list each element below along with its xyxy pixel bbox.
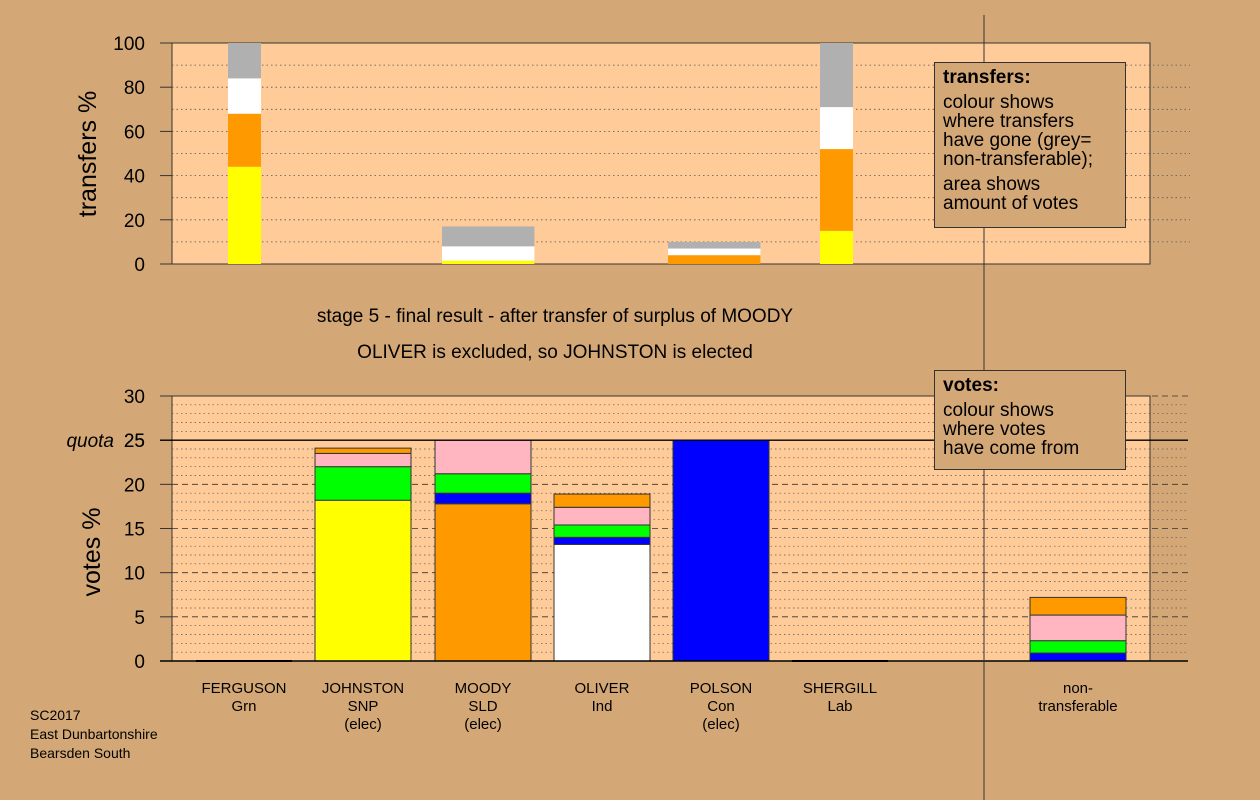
candidate-name: POLSON bbox=[690, 680, 753, 697]
vote-bar bbox=[1029, 596, 1127, 662]
candidate-name: non- bbox=[1063, 680, 1093, 697]
candidate-name: MOODY bbox=[455, 680, 512, 697]
votes-tick-label: 0 bbox=[134, 652, 145, 673]
votes-tick-label: 10 bbox=[124, 564, 145, 585]
transfer-segment-orange bbox=[668, 255, 761, 264]
transfer-segment-white bbox=[228, 78, 261, 114]
transfer-segment-grey bbox=[228, 43, 261, 79]
candidate-party: transferable bbox=[1038, 698, 1117, 715]
quota-value: 25 bbox=[124, 431, 145, 452]
transfer-bar bbox=[820, 43, 853, 264]
candidate-name: SHERGILL bbox=[803, 680, 877, 697]
transfers-tick-label: 40 bbox=[124, 167, 145, 188]
transfer-segment-grey bbox=[668, 241, 761, 249]
votes-tick-label: 15 bbox=[124, 520, 145, 541]
vote-segment-white bbox=[553, 543, 651, 662]
stage-title: stage 5 - final result - after transfer … bbox=[316, 306, 794, 327]
votes-legend-text: colour shows where votes have come from bbox=[943, 400, 1080, 459]
candidate-party: Grn bbox=[231, 698, 256, 715]
votes-tick-label: 30 bbox=[124, 387, 145, 408]
vote-segment-pink bbox=[434, 439, 532, 475]
candidate-name: OLIVER bbox=[574, 680, 629, 697]
vote-bar bbox=[314, 447, 412, 662]
candidate-party: Con bbox=[707, 698, 735, 715]
transfer-segment-yellow bbox=[820, 230, 853, 264]
transfer-segment-orange bbox=[228, 113, 261, 167]
candidate-party: Lab bbox=[827, 698, 852, 715]
transfer-segment-white bbox=[668, 248, 761, 256]
transfers-tick-label: 60 bbox=[124, 122, 145, 143]
vote-segment-green bbox=[553, 524, 651, 538]
transfer-bar bbox=[668, 241, 761, 264]
votes-tick-label: 5 bbox=[134, 608, 145, 629]
transfers-tick-label: 80 bbox=[124, 78, 145, 99]
candidate-status: (elec) bbox=[344, 716, 382, 733]
transfers-axis-label: transfers % bbox=[74, 91, 102, 217]
candidate-party: Ind bbox=[592, 698, 613, 715]
vote-bar bbox=[434, 439, 532, 662]
vote-segment-orange bbox=[1029, 596, 1127, 616]
vote-segment-orange bbox=[314, 447, 412, 454]
vote-segment-orange bbox=[434, 503, 532, 662]
transfer-segment-yellow bbox=[228, 166, 261, 264]
candidate-name: JOHNSTON bbox=[322, 680, 404, 697]
transfers-tick-label: 0 bbox=[134, 255, 145, 276]
transfer-segment-white bbox=[442, 246, 535, 261]
vote-segment-blue bbox=[434, 492, 532, 505]
candidate-party: SNP bbox=[348, 698, 379, 715]
candidate-name: FERGUSON bbox=[201, 680, 286, 697]
transfer-bar bbox=[442, 226, 535, 264]
transfers-legend-text-1: colour shows where transfers have gone (… bbox=[943, 92, 1093, 170]
vote-segment-green bbox=[314, 466, 412, 501]
transfers-legend-title: transfers: bbox=[943, 67, 1031, 88]
election-caption: SC2017 East Dunbartonshire Bearsden Sout… bbox=[30, 707, 158, 761]
vote-bar bbox=[672, 439, 770, 662]
vote-segment-yellow bbox=[314, 499, 412, 662]
quota-label: quota bbox=[66, 431, 114, 452]
transfers-tick-label: 100 bbox=[113, 34, 145, 55]
votes-legend-box: votes: colour shows where votes have com… bbox=[934, 370, 1126, 470]
vote-segment-pink bbox=[314, 452, 412, 468]
vote-segment-blue bbox=[1029, 652, 1127, 662]
transfers-tick-label: 20 bbox=[124, 211, 145, 232]
transfers-legend-box: transfers: colour shows where transfers … bbox=[934, 62, 1126, 228]
vote-segment-green bbox=[1029, 640, 1127, 654]
candidate-label: non-transferable bbox=[1038, 680, 1117, 715]
transfer-segment-grey bbox=[442, 226, 535, 247]
transfer-segment-orange bbox=[820, 149, 853, 231]
candidate-party: SLD bbox=[468, 698, 497, 715]
vote-segment-blue bbox=[553, 536, 651, 545]
votes-legend-title: votes: bbox=[943, 375, 999, 396]
vote-segment-blue bbox=[672, 439, 770, 662]
candidate-status: (elec) bbox=[702, 716, 740, 733]
vote-segment-green bbox=[434, 473, 532, 494]
votes-axis-label: votes % bbox=[78, 508, 106, 597]
stage-subtitle: OLIVER is excluded, so JOHNSTON is elect… bbox=[357, 342, 753, 363]
vote-segment-pink bbox=[1029, 614, 1127, 642]
votes-tick-label: 25 bbox=[124, 431, 145, 452]
transfer-segment-grey bbox=[820, 43, 853, 108]
candidate-status: (elec) bbox=[464, 716, 502, 733]
transfer-bar bbox=[228, 43, 261, 264]
transfers-legend-text-2: area shows amount of votes bbox=[943, 174, 1079, 214]
vote-segment-orange bbox=[553, 493, 651, 508]
transfer-segment-white bbox=[820, 107, 853, 150]
transfer-segment-yellow bbox=[442, 260, 535, 264]
vote-segment-pink bbox=[553, 506, 651, 526]
vote-bar bbox=[553, 493, 651, 662]
votes-tick-label: 20 bbox=[124, 475, 145, 496]
